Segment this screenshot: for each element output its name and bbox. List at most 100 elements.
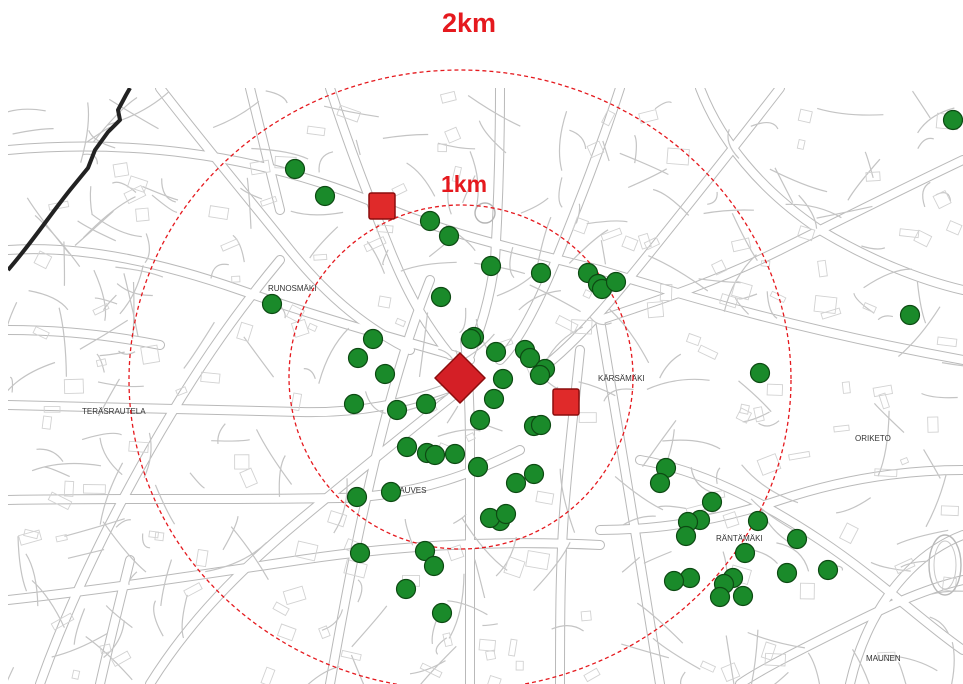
building bbox=[646, 301, 665, 319]
green-point-marker bbox=[899, 304, 921, 326]
building bbox=[666, 147, 690, 166]
building bbox=[327, 510, 348, 528]
green-point-marker bbox=[444, 443, 466, 465]
street bbox=[636, 602, 684, 644]
building bbox=[764, 652, 787, 667]
street bbox=[357, 579, 363, 603]
green-point-marker bbox=[467, 456, 489, 478]
building bbox=[63, 378, 84, 395]
building bbox=[208, 205, 230, 221]
street bbox=[575, 203, 581, 224]
street bbox=[102, 521, 147, 573]
building bbox=[276, 623, 297, 642]
street bbox=[917, 137, 934, 149]
street bbox=[382, 249, 389, 266]
street bbox=[420, 645, 457, 684]
road bbox=[8, 142, 963, 364]
building bbox=[722, 511, 740, 529]
building bbox=[260, 666, 276, 684]
radius-label-2km: 2km bbox=[442, 8, 497, 38]
building bbox=[820, 307, 842, 320]
street bbox=[58, 307, 67, 377]
building bbox=[877, 651, 896, 661]
building bbox=[753, 406, 765, 423]
green-point-marker bbox=[519, 347, 541, 369]
street bbox=[290, 210, 344, 216]
street bbox=[897, 661, 907, 684]
building bbox=[659, 283, 673, 302]
green-point-marker bbox=[732, 585, 754, 607]
building bbox=[307, 322, 318, 333]
building bbox=[637, 232, 652, 250]
building bbox=[766, 383, 784, 396]
street bbox=[364, 391, 386, 414]
building bbox=[23, 528, 39, 540]
building bbox=[55, 534, 68, 543]
building bbox=[377, 295, 392, 309]
building bbox=[913, 229, 933, 248]
street bbox=[17, 536, 28, 592]
street bbox=[447, 182, 452, 215]
building bbox=[788, 450, 811, 461]
street bbox=[8, 667, 15, 681]
street bbox=[222, 516, 239, 551]
building bbox=[874, 468, 898, 478]
street bbox=[189, 472, 205, 489]
building bbox=[272, 601, 290, 617]
place-label: RUNOSMÄKI bbox=[268, 284, 316, 293]
stadium-outline bbox=[928, 534, 962, 596]
street bbox=[785, 203, 842, 219]
street bbox=[715, 467, 721, 485]
building bbox=[508, 638, 518, 657]
street bbox=[558, 111, 568, 171]
street bbox=[161, 178, 176, 203]
street bbox=[31, 462, 102, 472]
street bbox=[883, 654, 938, 672]
street bbox=[509, 246, 515, 279]
street bbox=[36, 448, 64, 462]
street bbox=[679, 671, 686, 684]
street bbox=[652, 188, 690, 216]
place-label: MAUNEN bbox=[866, 654, 901, 663]
road bbox=[96, 556, 134, 684]
street bbox=[446, 405, 459, 424]
building bbox=[932, 189, 952, 210]
street bbox=[453, 513, 467, 525]
building bbox=[451, 165, 462, 183]
green-point-marker bbox=[362, 328, 384, 350]
street bbox=[307, 666, 340, 684]
building bbox=[799, 582, 815, 600]
building bbox=[282, 585, 307, 606]
street bbox=[116, 283, 153, 297]
building bbox=[419, 662, 443, 679]
street bbox=[243, 336, 275, 378]
building bbox=[99, 643, 112, 655]
building bbox=[899, 456, 910, 466]
street bbox=[662, 439, 721, 450]
building bbox=[318, 625, 331, 640]
street bbox=[847, 158, 881, 201]
point-markers bbox=[261, 109, 963, 624]
street bbox=[34, 214, 81, 267]
street bbox=[118, 350, 136, 355]
building bbox=[285, 304, 306, 324]
green-point-marker bbox=[438, 225, 460, 247]
building bbox=[927, 416, 939, 433]
street bbox=[112, 181, 137, 193]
green-point-marker bbox=[530, 414, 552, 436]
building bbox=[313, 253, 328, 261]
street bbox=[707, 191, 718, 205]
building bbox=[813, 295, 838, 314]
building bbox=[838, 522, 859, 545]
road bbox=[156, 88, 414, 354]
street bbox=[896, 529, 949, 545]
street bbox=[758, 420, 780, 427]
building bbox=[580, 610, 592, 622]
street bbox=[44, 466, 70, 478]
street bbox=[520, 197, 549, 214]
green-point-marker bbox=[747, 510, 769, 532]
green-point-marker bbox=[701, 491, 723, 513]
green-point-marker bbox=[347, 347, 369, 369]
street bbox=[89, 186, 93, 216]
street bbox=[210, 263, 229, 279]
